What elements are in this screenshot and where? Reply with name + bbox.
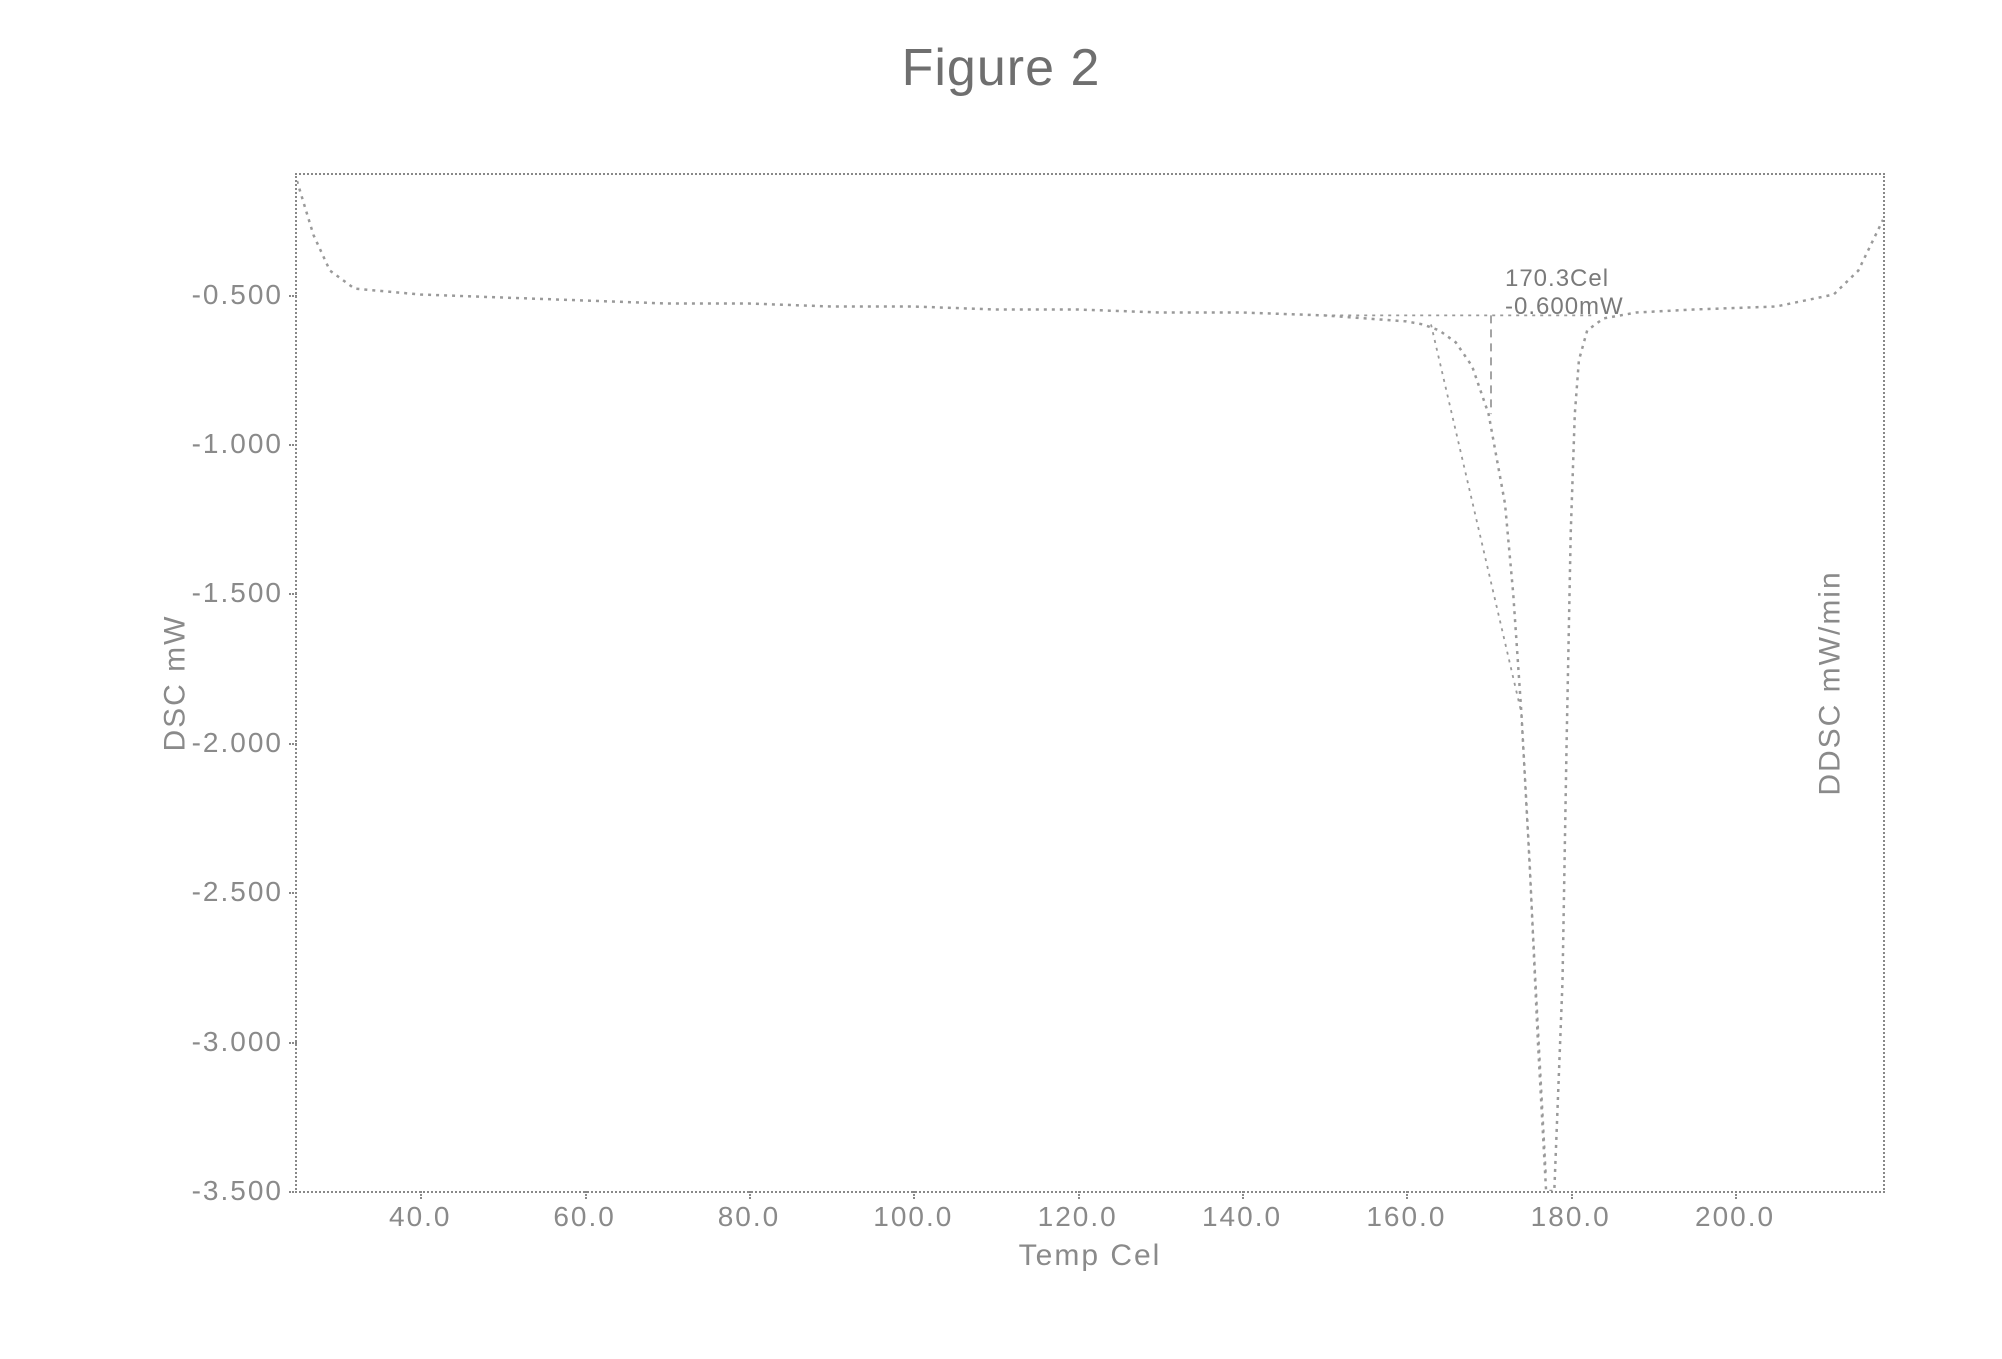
y-tick-mark [289,892,297,894]
x-tick-mark [1078,1191,1080,1199]
y-tick-label: -1.500 [192,577,297,609]
x-tick-mark [749,1191,751,1199]
x-tick-mark [1242,1191,1244,1199]
y-axis-label-left: DSC mW [158,615,192,752]
figure-title: Figure 2 [0,38,2002,98]
y-tick-label: -3.000 [192,1026,297,1058]
dsc-chart: DSC mW DDSC mW/min Temp Cel 170.3Cel -0.… [295,173,1885,1193]
annotation-power: -0.600mW [1505,293,1624,322]
y-tick-mark [289,1191,297,1193]
y-tick-label: -1.000 [192,428,297,460]
x-tick-mark [1571,1191,1573,1199]
y-tick-mark [289,295,297,297]
y-tick-mark [289,593,297,595]
page: Figure 2 DSC mW DDSC mW/min Temp Cel 170… [0,0,2002,1359]
y-tick-label: -2.500 [192,876,297,908]
y-tick-label: -3.500 [192,1175,297,1207]
y-tick-label: -2.000 [192,727,297,759]
x-tick-mark [420,1191,422,1199]
series-dsc-main [297,181,1883,1191]
x-tick-mark [1406,1191,1408,1199]
series-onset-tangent [1431,324,1546,1176]
x-axis-label: Temp Cel [1019,1239,1162,1273]
x-tick-mark [1735,1191,1737,1199]
y-tick-mark [289,444,297,446]
y-tick-mark [289,1042,297,1044]
annotation-temp: 170.3Cel [1505,265,1624,294]
y-tick-mark [289,743,297,745]
peak-annotation: 170.3Cel -0.600mW [1505,265,1624,323]
y-tick-label: -0.500 [192,279,297,311]
chart-svg [297,175,1883,1191]
x-tick-mark [913,1191,915,1199]
x-tick-mark [585,1191,587,1199]
